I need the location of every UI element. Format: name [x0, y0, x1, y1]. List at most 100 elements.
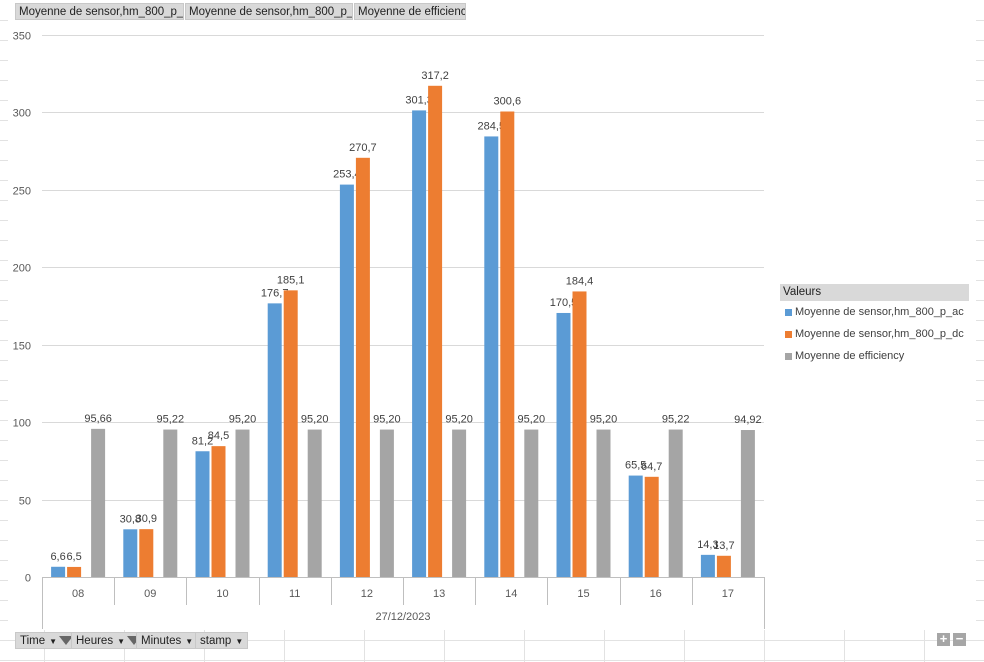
chart-legend[interactable]: Valeurs Moyenne de sensor,hm_800_p_ac Mo… [780, 284, 969, 367]
bar-efficiency [163, 429, 178, 577]
legend-title[interactable]: Valeurs [780, 284, 969, 301]
axis-field-button-heures[interactable]: Heures ▼ [71, 632, 146, 649]
data-label: 185,1 [277, 274, 305, 286]
data-label: 64,7 [641, 461, 662, 473]
bar-ac [339, 184, 354, 578]
bar-dc [644, 476, 659, 577]
bar-ac [484, 136, 499, 577]
legend-swatch-ac [785, 308, 792, 316]
bar-dc [572, 291, 587, 577]
bar-efficiency [740, 430, 755, 577]
legend-item-dc: Moyenne de sensor,hm_800_p_dc [780, 323, 969, 345]
data-label: 95,20 [518, 414, 546, 426]
y-tick-label: 250 [13, 186, 31, 198]
data-label: 95,20 [301, 414, 329, 426]
bar-dc [500, 111, 515, 578]
data-label: 81,2 [192, 435, 213, 447]
bar-dc [355, 157, 370, 578]
x-tick-label: 08 [72, 588, 84, 600]
x-tick-label: 09 [144, 588, 156, 600]
data-label: 13,7 [713, 540, 734, 552]
legend-item-efficiency: Moyenne de efficiency [780, 345, 969, 367]
bar-ac [51, 566, 66, 577]
bar-efficiency [235, 429, 250, 577]
bar-efficiency [307, 429, 322, 577]
bar-ac [267, 303, 282, 577]
data-label: 65,5 [625, 460, 646, 472]
bar-efficiency [668, 429, 683, 577]
y-tick-label: 200 [13, 263, 31, 275]
data-label: 95,20 [445, 414, 473, 426]
legend-swatch-efficiency [785, 352, 792, 360]
y-tick-label: 150 [13, 341, 31, 353]
bar-dc [428, 85, 443, 577]
bar-efficiency [379, 429, 394, 577]
data-label: 270,7 [349, 142, 377, 154]
y-tick-label: 300 [13, 108, 31, 120]
bar-dc [211, 446, 226, 577]
y-tick-label: 100 [13, 418, 31, 430]
bar-dc [716, 555, 731, 577]
data-label: 284,5 [478, 120, 506, 132]
dropdown-arrow-icon: ▼ [235, 637, 244, 646]
data-label: 317,2 [421, 70, 449, 82]
bar-ac [556, 312, 571, 577]
x-tick-label: 12 [361, 588, 373, 600]
dropdown-arrow-icon: ▼ [185, 637, 194, 646]
data-label: 253,4 [333, 169, 361, 181]
data-label: 170,5 [550, 297, 578, 309]
data-label: 300,6 [494, 95, 522, 107]
x-tick-label: 14 [505, 588, 517, 600]
bar-ac [628, 475, 643, 577]
bar-ac [412, 110, 427, 577]
y-tick-label: 0 [25, 573, 31, 585]
y-tick-label: 50 [19, 496, 31, 508]
data-label: 176,7 [261, 287, 289, 299]
data-label: 95,66 [84, 413, 112, 425]
axis-field-label-stamp: stamp [200, 635, 232, 647]
data-label: 30,8 [120, 513, 141, 525]
value-field-button-dc[interactable]: Moyenne de sensor,hm_800_p_dc [185, 3, 353, 20]
bar-efficiency [524, 429, 539, 577]
axis-field-button-time[interactable]: Time ▼ [15, 632, 79, 649]
axis-field-label-heures: Heures [76, 635, 114, 647]
collapse-minus-icon[interactable]: − [953, 632, 966, 646]
filter-funnel-icon [127, 636, 141, 646]
data-label: 14,3 [697, 539, 718, 551]
bar-efficiency [91, 428, 106, 577]
legend-swatch-dc [785, 330, 792, 338]
x-tick-label: 15 [577, 588, 589, 600]
data-label: 6,6 [50, 551, 65, 563]
bar-efficiency [452, 429, 467, 577]
legend-item-ac: Moyenne de sensor,hm_800_p_ac [780, 301, 969, 323]
value-field-button-ac[interactable]: Moyenne de sensor,hm_800_p_ac [15, 3, 184, 20]
data-label: 94,92 [734, 414, 762, 426]
legend-label-ac: Moyenne de sensor,hm_800_p_ac [795, 306, 964, 318]
data-label: 30,9 [136, 513, 157, 525]
data-label: 184,4 [566, 275, 594, 287]
bar-dc [67, 566, 82, 577]
y-tick-label: 350 [13, 31, 31, 43]
bar-ac [700, 554, 715, 577]
axis-field-label-time: Time [20, 635, 46, 647]
x-tick-label: 16 [650, 588, 662, 600]
data-label: 6,5 [66, 551, 81, 563]
bar-efficiency [596, 429, 611, 577]
axis-field-button-minutes[interactable]: Minutes ▼ [136, 632, 199, 649]
dropdown-arrow-icon: ▼ [117, 637, 125, 646]
data-label: 95,20 [373, 414, 401, 426]
x-tick-label: 17 [722, 588, 734, 600]
value-field-button-efficiency[interactable]: Moyenne de efficiency [354, 3, 466, 20]
expand-plus-icon[interactable]: + [937, 632, 950, 646]
axis-field-button-stamp[interactable]: stamp ▼ [195, 632, 249, 649]
data-label: 95,22 [662, 414, 690, 426]
data-label: 301,3 [405, 94, 433, 106]
dropdown-arrow-icon: ▼ [49, 637, 58, 646]
bar-ac [123, 529, 138, 577]
legend-label-efficiency: Moyenne de efficiency [795, 350, 905, 362]
data-label: 95,20 [590, 414, 618, 426]
data-label: 95,20 [229, 414, 257, 426]
x-tick-label: 11 [289, 588, 300, 600]
x-group-label: 27/12/2023 [375, 611, 430, 623]
